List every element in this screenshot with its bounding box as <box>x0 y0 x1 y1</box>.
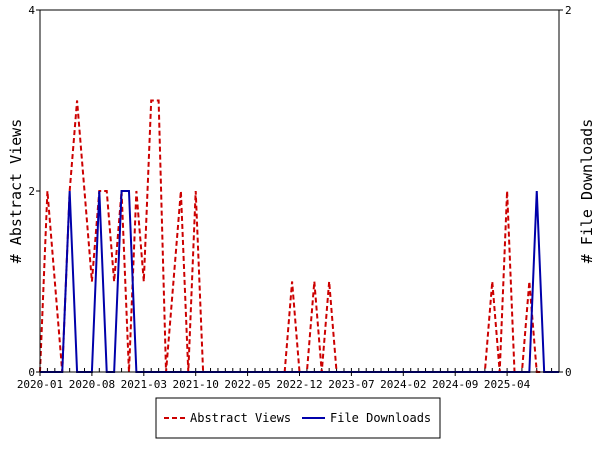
y-tick-label: 0 <box>28 366 35 379</box>
legend: Abstract Views File Downloads <box>155 397 441 439</box>
legend-file-downloads-label: File Downloads <box>330 411 431 425</box>
y-axis-label: # Abstract Views <box>7 119 25 264</box>
legend-box <box>155 397 441 439</box>
axis-layer: 2020-01 2020-08 2021-03 2021-10 2022-05 2022-… <box>17 4 572 391</box>
y2-tick-label: 0 <box>565 366 572 379</box>
x-tick-label: 2022-05 <box>224 378 270 391</box>
series-line-abstract-views <box>39 99 559 373</box>
x-tick-label: 2020-08 <box>69 378 115 391</box>
x-tick-label: 2025-04 <box>484 378 531 391</box>
x-tick-label: 2022-12 <box>276 378 322 391</box>
x-tick-label: 2024-02 <box>380 378 426 391</box>
y2-tick-label: 2 <box>565 4 572 17</box>
x-tick-label: 2023-07 <box>328 378 374 391</box>
series-layer <box>39 99 559 373</box>
plot-frame <box>39 9 560 373</box>
x-tick-label: 2020-01 <box>17 378 63 391</box>
x-tick-label: 2021-03 <box>121 378 167 391</box>
x-tick-label: 2021-10 <box>173 378 219 391</box>
y2-axis-label: # File Downloads <box>578 119 596 264</box>
legend-abstract-views-label: Abstract Views <box>190 411 291 425</box>
y-tick-label: 4 <box>28 4 35 17</box>
x-tick-label: 2024-09 <box>432 378 478 391</box>
y-tick-label: 2 <box>28 185 35 198</box>
series-line-file-downloads <box>40 190 559 373</box>
